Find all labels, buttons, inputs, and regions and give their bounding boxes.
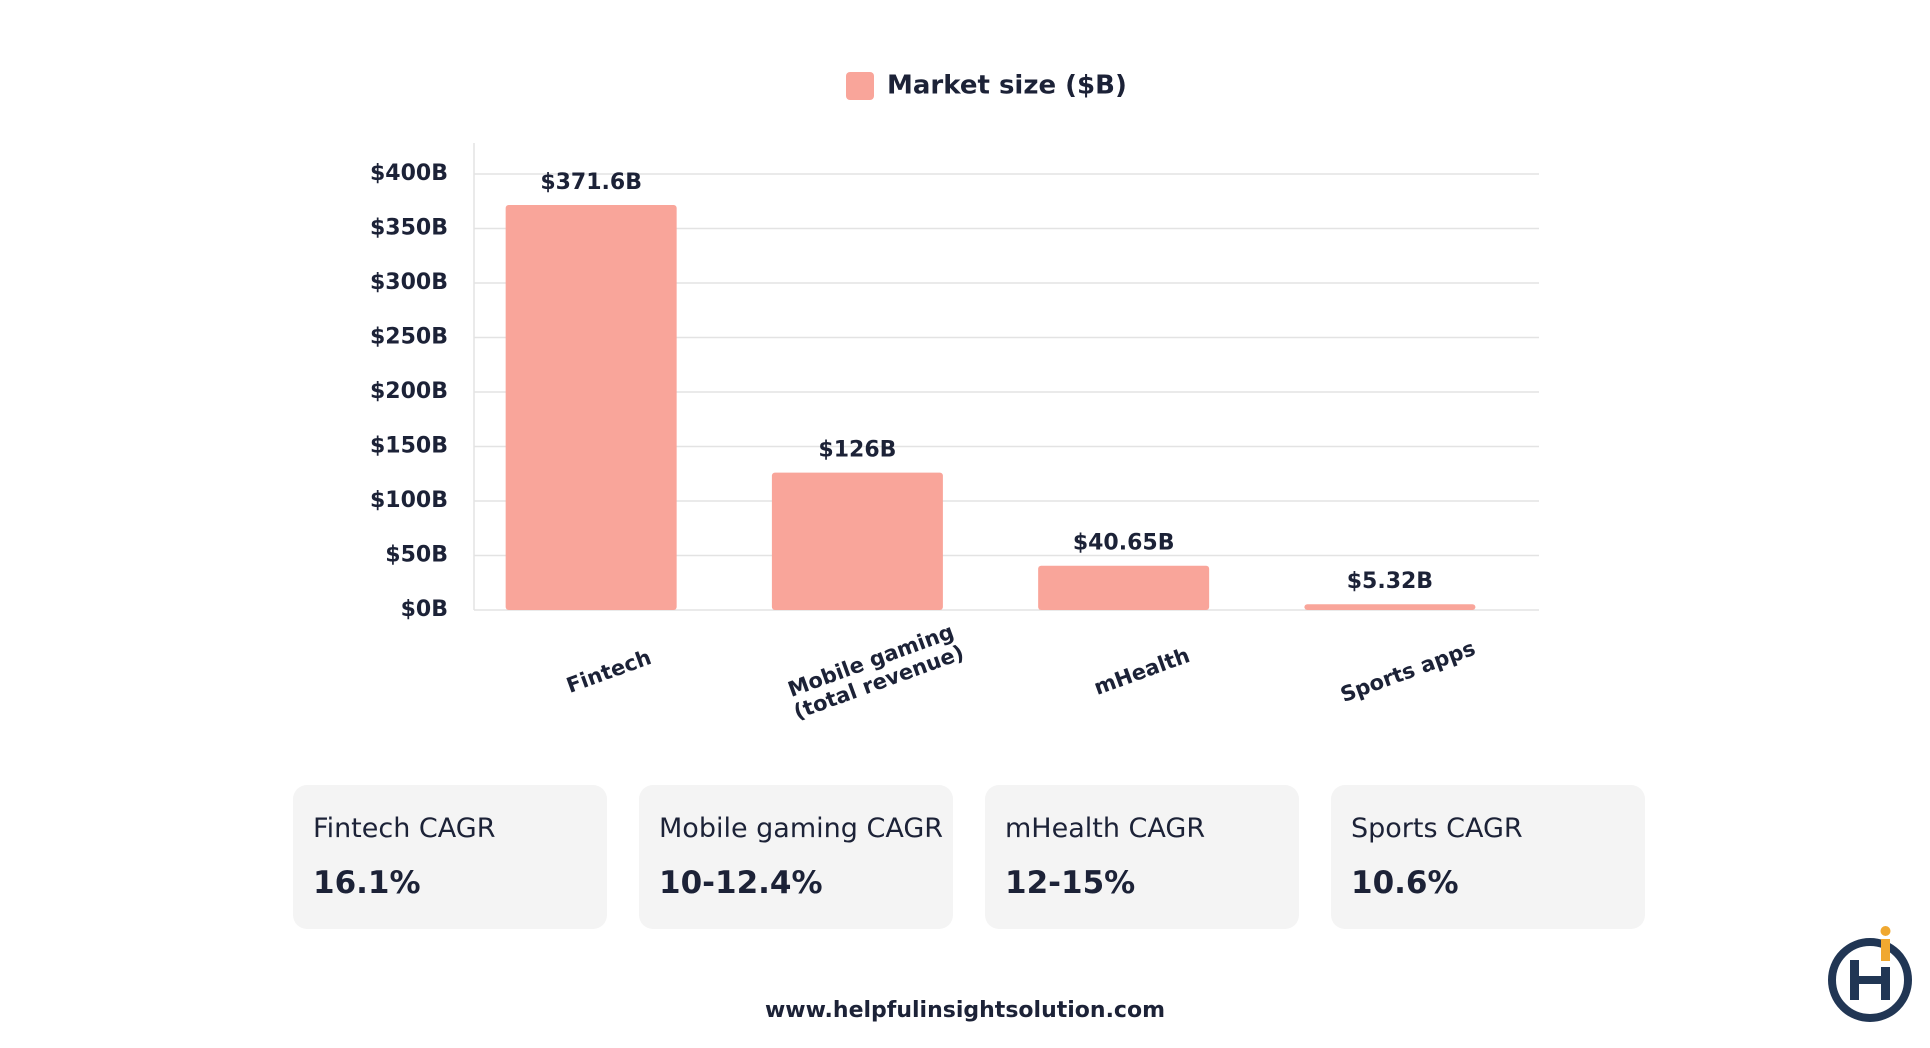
bar: [1038, 565, 1210, 610]
stat-value: 10-12.4%: [659, 865, 823, 901]
stat-card: Fintech CAGR 16.1%: [293, 785, 607, 929]
legend-label: Market size ($B): [887, 71, 1127, 101]
stat-value: 10.6%: [1351, 865, 1459, 901]
value-label: $5.32B: [1347, 569, 1433, 594]
value-label: $126B: [818, 438, 896, 463]
stat-value: 12-15%: [1005, 865, 1136, 901]
y-tick-label: $250B: [370, 325, 448, 350]
bar: [771, 472, 943, 610]
stat-label: Fintech CAGR: [313, 813, 496, 844]
y-tick-label: $50B: [385, 543, 448, 568]
y-tick-label: $100B: [370, 488, 448, 513]
stat-card: Sports CAGR 10.6%: [1331, 785, 1645, 929]
footer: www.helpfulinsightsolution.com: [764, 998, 1166, 1023]
stat-label: Mobile gaming CAGR: [659, 813, 944, 844]
y-tick-label: $300B: [370, 270, 448, 295]
chart: $0B $50B $100B $150B $200B $250B $300B $350B $40…: [370, 71, 1539, 622]
stat-label: Sports CAGR: [1351, 813, 1523, 844]
y-tick-label: $0B: [401, 597, 448, 622]
bar: [505, 204, 677, 610]
legend-swatch: [846, 72, 874, 100]
bar: [1304, 604, 1476, 610]
stat-card: mHealth CAGR 12-15%: [985, 785, 1299, 929]
value-label: $371.6B: [540, 170, 642, 195]
stat-value: 16.1%: [313, 865, 421, 901]
stat-card: Mobile gaming CAGR 10-12.4%: [639, 785, 953, 929]
y-tick-label: $400B: [370, 161, 448, 186]
y-tick-label: $350B: [370, 216, 448, 241]
logo: [1828, 926, 1912, 1022]
value-label: $40.65B: [1073, 531, 1175, 556]
y-tick-label: $150B: [370, 434, 448, 459]
y-tick-label: $200B: [370, 379, 448, 404]
stat-label: mHealth CAGR: [1005, 813, 1206, 844]
